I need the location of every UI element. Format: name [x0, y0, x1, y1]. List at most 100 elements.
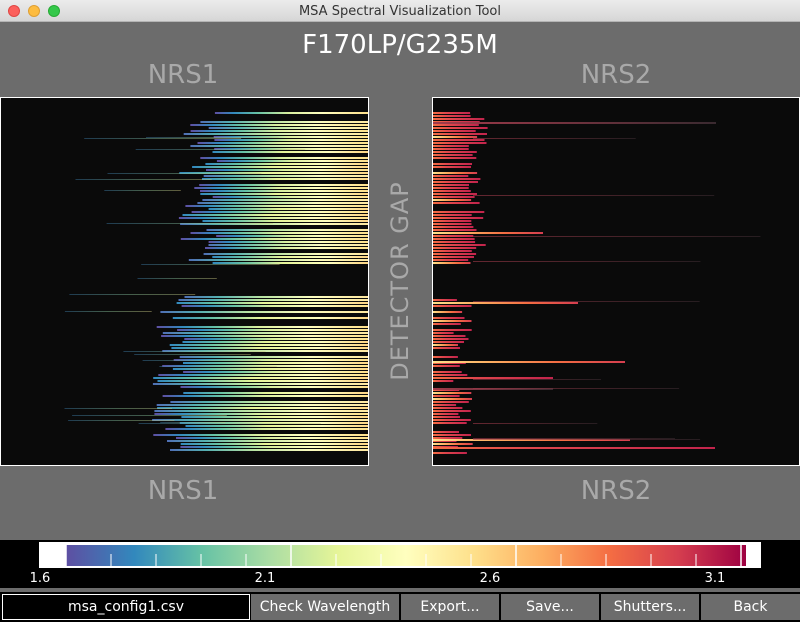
spectrum-trace — [433, 181, 478, 183]
spectrum-trace — [433, 320, 472, 322]
spectrum-faint-trace — [134, 354, 251, 355]
spectrum-faint-trace — [473, 423, 598, 424]
spectrum-trace — [214, 139, 368, 141]
spectrum-trace — [158, 374, 368, 376]
spectrum-trace — [433, 157, 477, 159]
spectrum-trace — [433, 172, 478, 174]
spectrum-trace — [433, 419, 471, 421]
spectrum-trace — [433, 193, 477, 195]
spectrum-trace — [433, 250, 472, 252]
spectrum-trace — [433, 220, 472, 222]
spectrum-faint-trace — [135, 149, 306, 150]
spectrum-faint-trace — [72, 415, 227, 416]
spectrum-long-trace — [433, 122, 716, 124]
spectrum-trace — [206, 169, 368, 171]
maximize-window-button[interactable] — [48, 5, 60, 17]
spectrum-trace — [216, 160, 368, 162]
spectrum-trace — [433, 259, 469, 261]
spectrum-trace — [433, 404, 457, 406]
spectrum-trace — [433, 407, 463, 409]
spectrum-trace — [433, 410, 471, 412]
spectrum-trace — [433, 139, 485, 141]
spectrum-trace — [433, 398, 472, 400]
spectrum-trace — [183, 362, 368, 364]
spectrum-trace — [433, 217, 484, 219]
spectrum-faint-trace — [473, 439, 701, 440]
spectrum-trace — [154, 410, 368, 412]
save-button[interactable]: Save... — [501, 594, 599, 620]
spectrum-trace — [200, 193, 368, 195]
spectrum-trace — [433, 413, 459, 415]
spectrum-trace — [197, 202, 368, 204]
spectrum-faint-trace — [75, 179, 212, 180]
spectrum-trace — [433, 323, 461, 325]
spectrum-long-trace — [433, 361, 625, 363]
config-file-field[interactable]: msa_config1.csv — [2, 594, 250, 620]
detector-gap-label: DETECTOR GAP — [386, 181, 414, 381]
spectrum-faint-trace — [123, 351, 266, 352]
spectrum-trace — [180, 386, 368, 388]
spectrum-trace — [433, 223, 472, 225]
spectrum-trace — [171, 347, 368, 349]
spectrum-trace — [433, 196, 475, 198]
spectrum-trace — [433, 329, 472, 331]
spectrum-faint-trace — [160, 422, 226, 423]
spectrum-trace — [190, 130, 368, 132]
spectrum-trace — [192, 166, 368, 168]
shutters-button[interactable]: Shutters... — [601, 594, 699, 620]
spectrum-trace — [433, 244, 486, 246]
spectrum-trace — [433, 166, 471, 168]
spectrum-trace — [190, 232, 368, 234]
spectrum-trace — [433, 226, 474, 228]
spectrum-trace — [433, 229, 477, 231]
spectrum-trace — [170, 449, 368, 451]
spectrum-faint-trace — [104, 190, 181, 191]
spectrum-trace — [433, 241, 476, 243]
spectrum-trace — [191, 211, 368, 213]
spectrum-trace — [433, 317, 465, 319]
spectrum-faint-trace — [137, 278, 217, 279]
spectrum-trace — [433, 145, 469, 147]
spectrum-trace — [172, 317, 368, 319]
spectrum-trace — [205, 247, 368, 249]
window-title: MSA Spectral Visualization Tool — [298, 4, 502, 19]
spectrum-trace — [212, 151, 368, 153]
spectrum-trace — [162, 332, 368, 334]
check-wavelength-button[interactable]: Check Wavelength — [251, 594, 399, 620]
spectrum-trace — [156, 326, 368, 328]
window-titlebar: MSA Spectral Visualization Tool — [0, 0, 800, 22]
spectrum-trace — [173, 359, 368, 361]
spectrum-faint-trace — [473, 438, 675, 439]
spectrum-faint-trace — [107, 173, 262, 174]
spectrum-trace — [177, 329, 368, 331]
spectrum-trace — [202, 199, 368, 201]
back-button[interactable]: Back — [701, 594, 800, 620]
spectrum-trace — [212, 262, 368, 264]
spectrum-faint-trace — [473, 301, 700, 302]
spectrum-trace — [179, 356, 368, 358]
minimize-window-button[interactable] — [28, 5, 40, 17]
colorbar-frame — [39, 542, 761, 568]
spectrum-trace — [206, 229, 368, 231]
export-button[interactable]: Export... — [401, 594, 499, 620]
spectrum-faint-trace — [473, 388, 680, 389]
spectrum-trace — [176, 302, 368, 304]
spectrum-trace — [433, 371, 462, 373]
spectrum-trace — [433, 434, 471, 436]
spectrum-trace — [433, 380, 454, 382]
spectrum-trace — [180, 443, 368, 445]
spectrum-trace — [433, 238, 475, 240]
spectrum-trace — [200, 121, 368, 123]
colorbar-tick-label: 2.1 — [254, 571, 276, 586]
spectrum-faint-trace — [473, 138, 636, 139]
close-window-button[interactable] — [8, 5, 20, 17]
spectrum-trace — [433, 395, 460, 397]
colorbar-tick-label: 2.6 — [479, 571, 501, 586]
spectrum-faint-trace — [138, 423, 321, 424]
nrs2-top-label: NRS2 — [580, 60, 652, 90]
spectrum-trace — [154, 413, 368, 415]
spectrum-trace — [433, 416, 460, 418]
spectrum-trace — [205, 163, 368, 165]
spectrum-faint-trace — [84, 138, 242, 139]
spectrum-trace — [214, 112, 368, 114]
